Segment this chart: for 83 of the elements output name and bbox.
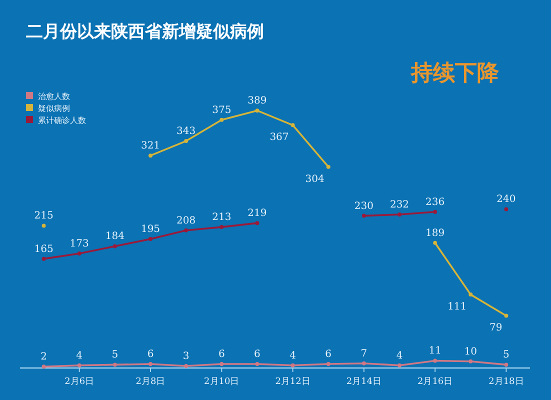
data-label: 189 (426, 228, 445, 239)
point (326, 362, 330, 366)
data-label: 215 (34, 210, 54, 222)
point (398, 363, 402, 368)
point (184, 139, 188, 144)
point (77, 363, 82, 368)
data-label: 2 (40, 352, 47, 363)
text: 持续下降 (410, 61, 500, 86)
point (504, 207, 508, 212)
data-label: 165 (34, 244, 54, 255)
data-label: 208 (176, 215, 196, 226)
point (468, 359, 473, 364)
legend-label: 疑似病例 (38, 104, 70, 113)
point (42, 364, 46, 369)
data-label: 304 (305, 174, 324, 185)
point (42, 224, 46, 228)
point (362, 214, 366, 218)
x-tick-label: 2月12日 (275, 377, 310, 387)
point (326, 164, 330, 169)
point (290, 123, 295, 128)
point (220, 362, 224, 366)
point (112, 362, 117, 367)
point (433, 240, 438, 245)
point (148, 154, 152, 158)
治愈人数: 2 4 5 6 3 6 6 4 6 7 4 11 10 5 (40, 346, 510, 369)
point (255, 362, 260, 366)
data-label: 6 (254, 349, 260, 360)
point (362, 361, 366, 366)
x-tick-label: 2月10日 (204, 377, 240, 387)
data-label: 5 (503, 350, 510, 361)
point (255, 221, 260, 226)
point (112, 244, 117, 248)
point (184, 364, 188, 368)
data-label: 367 (270, 132, 289, 144)
point (42, 256, 46, 261)
data-label: 6 (325, 349, 332, 360)
x-tick-label: 2月16日 (417, 377, 453, 387)
data-label: 213 (212, 212, 232, 224)
data-label: 111 (448, 302, 467, 313)
point (433, 210, 438, 214)
x-tick-label: 2月18日 (488, 377, 524, 387)
data-label: 4 (290, 350, 296, 362)
data-label: 7 (360, 348, 368, 360)
data-label: 173 (70, 238, 89, 250)
data-label: 375 (212, 104, 232, 116)
data-label: 343 (176, 126, 196, 138)
data-label: 195 (140, 224, 160, 235)
point (184, 228, 188, 232)
point (290, 363, 295, 368)
point (220, 118, 224, 122)
data-label: 11 (428, 346, 442, 357)
x-tick-label: 2月6日 (64, 377, 94, 387)
data-label: 240 (496, 194, 516, 206)
data-label: 321 (140, 140, 160, 152)
data-label: 230 (354, 200, 374, 212)
data-label: 184 (105, 231, 124, 242)
data-label: 3 (182, 351, 190, 362)
point (148, 236, 152, 241)
chart-title: 二月份以来陕西省新增疑似病例 (26, 22, 264, 42)
data-label: 6 (147, 349, 154, 360)
point (148, 362, 152, 366)
point (468, 292, 473, 297)
point (77, 252, 82, 256)
data-label: 236 (426, 196, 445, 208)
legend-label: 累计确诊人数 (38, 116, 86, 125)
x-tick-label: 2月8日 (136, 377, 166, 387)
legend-label: 治愈人数 (38, 92, 70, 101)
point (220, 225, 224, 230)
data-label: 79 (489, 322, 502, 334)
point (504, 314, 508, 318)
data-label: 5 (112, 350, 118, 361)
data-label: 4 (396, 350, 403, 362)
point (504, 362, 508, 367)
data-label: 6 (218, 349, 225, 360)
x-tick-label: 2月14日 (346, 377, 382, 387)
data-label: 389 (248, 96, 267, 107)
point (255, 108, 260, 113)
point (433, 358, 438, 363)
data-label: 10 (464, 346, 478, 358)
data-label: 232 (390, 199, 410, 210)
point (398, 212, 402, 216)
data-label: 219 (248, 208, 267, 220)
data-label: 4 (76, 350, 83, 362)
